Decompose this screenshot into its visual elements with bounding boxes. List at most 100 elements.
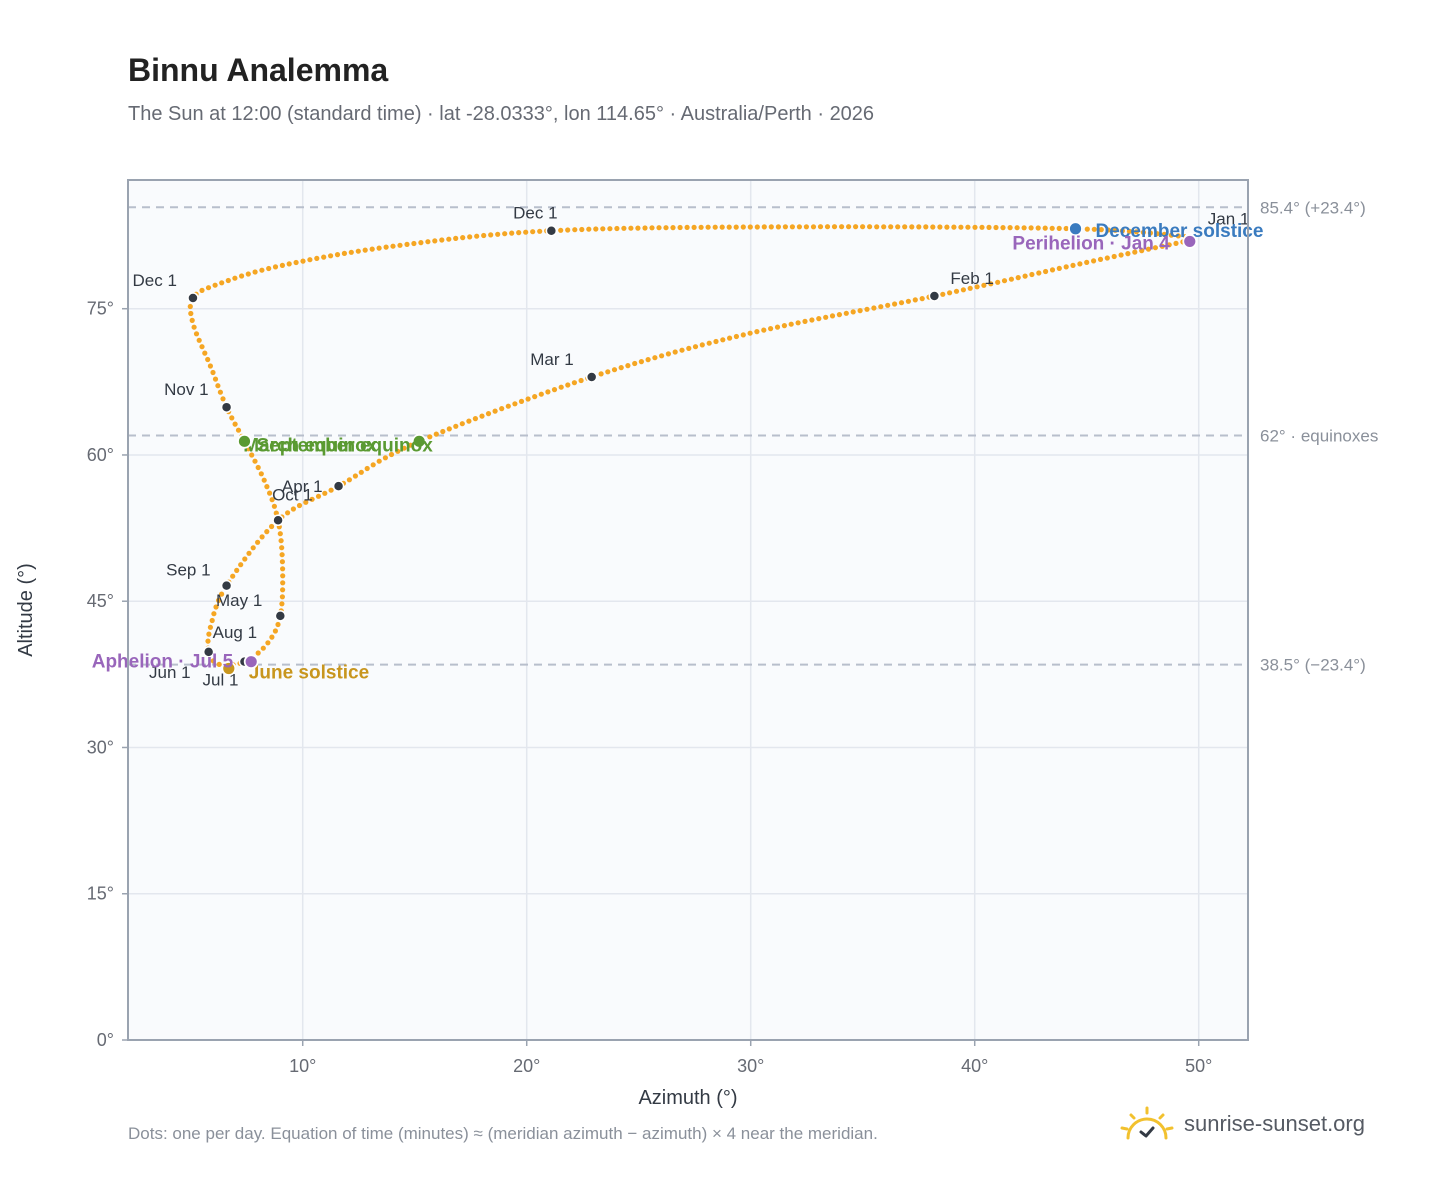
day-dot <box>1133 229 1139 235</box>
day-dot <box>1008 276 1015 282</box>
day-dot <box>1043 268 1049 275</box>
day-dot <box>260 645 266 651</box>
day-dot <box>280 580 286 586</box>
day-dot <box>225 277 231 284</box>
day-dot <box>699 342 705 348</box>
day-dot <box>348 249 354 255</box>
day-dot <box>191 324 197 330</box>
day-dot <box>1042 225 1048 231</box>
day-dot <box>625 363 631 369</box>
day-dot <box>459 421 465 427</box>
day-dot <box>677 224 683 231</box>
month-marker-label: Mar 1 <box>530 350 573 369</box>
day-dot <box>1091 226 1097 232</box>
y-tick-label: 45° <box>87 591 114 611</box>
day-dot <box>727 335 733 341</box>
x-tick-label: 40° <box>961 1056 988 1076</box>
plot-area <box>128 180 1248 1040</box>
day-dot <box>1056 225 1062 231</box>
day-dot <box>1104 255 1110 261</box>
brand[interactable]: sunrise-sunset.org <box>1120 1102 1365 1146</box>
day-dot <box>951 224 957 230</box>
day-dot <box>269 634 275 640</box>
day-dot <box>523 229 529 235</box>
day-dot <box>453 235 459 241</box>
day-dot <box>726 224 732 230</box>
reference-line-label: 38.5° (−23.4°) <box>1260 656 1366 675</box>
day-dot <box>427 434 433 440</box>
day-dot <box>293 259 299 266</box>
day-dot <box>720 337 726 343</box>
day-dot <box>432 238 438 244</box>
day-dot <box>525 396 531 402</box>
day-dot <box>209 617 215 624</box>
day-dot <box>775 224 782 230</box>
day-dot <box>259 267 265 273</box>
day-dot <box>1175 233 1181 239</box>
day-dot <box>202 350 208 356</box>
y-tick-label: 75° <box>87 299 114 319</box>
month-marker <box>545 224 558 237</box>
day-dot <box>1036 270 1042 276</box>
day-dot <box>269 497 275 503</box>
day-dot <box>509 230 515 236</box>
day-dot <box>474 233 480 239</box>
analemma-curve <box>187 224 1193 668</box>
day-dot <box>1166 242 1172 248</box>
day-dot <box>691 224 697 230</box>
day-dot <box>532 394 538 400</box>
day-dot <box>898 300 905 306</box>
day-dot <box>364 465 370 472</box>
day-dot <box>492 408 498 414</box>
day-dot <box>505 403 511 409</box>
day-dot <box>188 310 194 317</box>
day-dot <box>809 317 815 323</box>
day-dot <box>1015 275 1021 281</box>
day-dot <box>1049 225 1055 231</box>
day-dot <box>267 490 273 496</box>
day-dot <box>545 389 551 395</box>
day-dot <box>279 601 285 607</box>
day-dot <box>761 327 767 333</box>
day-dot <box>632 360 638 367</box>
day-dot <box>665 351 672 357</box>
day-dot <box>565 227 571 233</box>
day-dot <box>579 226 585 233</box>
day-dot <box>857 308 863 314</box>
day-dot <box>271 503 277 509</box>
day-dot <box>649 225 655 231</box>
month-marker <box>202 646 215 658</box>
day-dot <box>611 367 618 373</box>
day-dot <box>322 490 328 496</box>
day-dot <box>199 287 205 293</box>
day-dot <box>888 224 894 230</box>
month-marker-label: Dec 1 <box>513 204 557 223</box>
month-marker <box>332 480 345 492</box>
day-dot <box>1001 278 1008 284</box>
day-dot <box>211 611 217 617</box>
day-dot <box>395 448 401 454</box>
month-marker-label: Jun 1 <box>149 663 191 682</box>
day-dot <box>642 225 648 231</box>
day-dot <box>272 628 278 634</box>
x-axis-label: Azimuth (°) <box>638 1087 737 1109</box>
day-dot <box>290 506 296 512</box>
day-dot <box>761 224 767 230</box>
day-dot <box>285 510 291 516</box>
day-dot <box>1056 265 1062 271</box>
day-dot <box>713 338 719 345</box>
day-dot <box>1063 264 1069 270</box>
day-dot <box>679 347 685 353</box>
day-dot <box>788 321 794 327</box>
day-dot <box>1084 259 1090 265</box>
day-dot <box>242 556 248 562</box>
day-dot <box>328 253 334 259</box>
day-dot <box>1126 228 1132 234</box>
day-dot <box>369 246 375 252</box>
day-dot <box>598 371 604 377</box>
day-dot <box>358 469 364 475</box>
day-dot <box>909 224 915 230</box>
day-dot <box>193 331 200 337</box>
